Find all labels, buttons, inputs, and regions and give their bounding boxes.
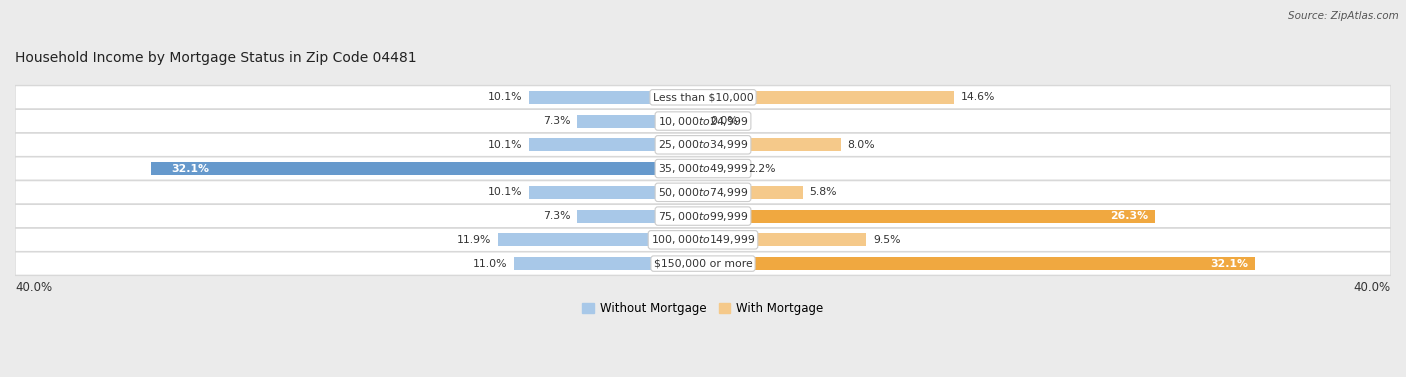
Text: $50,000 to $74,999: $50,000 to $74,999 [658, 186, 748, 199]
Text: 10.1%: 10.1% [488, 187, 523, 197]
Text: 9.5%: 9.5% [873, 235, 901, 245]
FancyBboxPatch shape [15, 86, 1391, 109]
Bar [498, 233, 703, 247]
Text: 40.0%: 40.0% [15, 281, 52, 294]
FancyBboxPatch shape [15, 252, 1391, 275]
Bar [578, 210, 703, 223]
Text: $75,000 to $99,999: $75,000 to $99,999 [658, 210, 748, 222]
Bar [703, 233, 866, 247]
Text: 40.0%: 40.0% [1354, 281, 1391, 294]
Text: $10,000 to $24,999: $10,000 to $24,999 [658, 115, 748, 127]
Text: 2.2%: 2.2% [748, 164, 775, 173]
FancyBboxPatch shape [15, 204, 1391, 228]
Bar [703, 186, 803, 199]
FancyBboxPatch shape [15, 133, 1391, 156]
Text: 26.3%: 26.3% [1111, 211, 1149, 221]
FancyBboxPatch shape [15, 181, 1391, 204]
Bar [578, 115, 703, 127]
Text: 14.6%: 14.6% [960, 92, 995, 102]
Text: 8.0%: 8.0% [848, 140, 875, 150]
Text: Household Income by Mortgage Status in Zip Code 04481: Household Income by Mortgage Status in Z… [15, 51, 416, 65]
Bar [150, 162, 703, 175]
Text: 32.1%: 32.1% [172, 164, 209, 173]
Text: 11.9%: 11.9% [457, 235, 492, 245]
Text: 10.1%: 10.1% [488, 140, 523, 150]
Text: 0.0%: 0.0% [710, 116, 738, 126]
FancyBboxPatch shape [15, 228, 1391, 251]
Text: $150,000 or more: $150,000 or more [654, 259, 752, 268]
Text: 7.3%: 7.3% [543, 211, 571, 221]
Text: 5.8%: 5.8% [810, 187, 837, 197]
Text: $25,000 to $34,999: $25,000 to $34,999 [658, 138, 748, 151]
Text: $35,000 to $49,999: $35,000 to $49,999 [658, 162, 748, 175]
Text: $100,000 to $149,999: $100,000 to $149,999 [651, 233, 755, 246]
Bar [703, 91, 955, 104]
Bar [529, 91, 703, 104]
Text: 10.1%: 10.1% [488, 92, 523, 102]
Bar [703, 210, 1156, 223]
FancyBboxPatch shape [15, 157, 1391, 180]
Text: 11.0%: 11.0% [472, 259, 508, 268]
Legend: Without Mortgage, With Mortgage: Without Mortgage, With Mortgage [578, 297, 828, 320]
Bar [529, 186, 703, 199]
FancyBboxPatch shape [15, 109, 1391, 133]
Text: 7.3%: 7.3% [543, 116, 571, 126]
Bar [703, 138, 841, 151]
Bar [703, 162, 741, 175]
Bar [703, 257, 1256, 270]
Bar [529, 138, 703, 151]
Text: Less than $10,000: Less than $10,000 [652, 92, 754, 102]
Text: 32.1%: 32.1% [1211, 259, 1249, 268]
Bar [513, 257, 703, 270]
Text: Source: ZipAtlas.com: Source: ZipAtlas.com [1288, 11, 1399, 21]
